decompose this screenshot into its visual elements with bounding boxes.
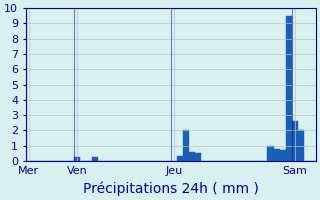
Bar <box>183 130 189 161</box>
Bar <box>286 16 292 161</box>
Bar <box>74 157 80 161</box>
Bar <box>92 157 98 161</box>
Bar <box>189 152 195 161</box>
Bar <box>298 130 304 161</box>
Bar <box>177 156 183 161</box>
Bar <box>268 146 274 161</box>
X-axis label: Précipitations 24h ( mm ): Précipitations 24h ( mm ) <box>83 181 259 196</box>
Bar <box>292 121 298 161</box>
Bar <box>280 150 286 161</box>
Bar <box>195 153 201 161</box>
Bar <box>274 149 280 161</box>
